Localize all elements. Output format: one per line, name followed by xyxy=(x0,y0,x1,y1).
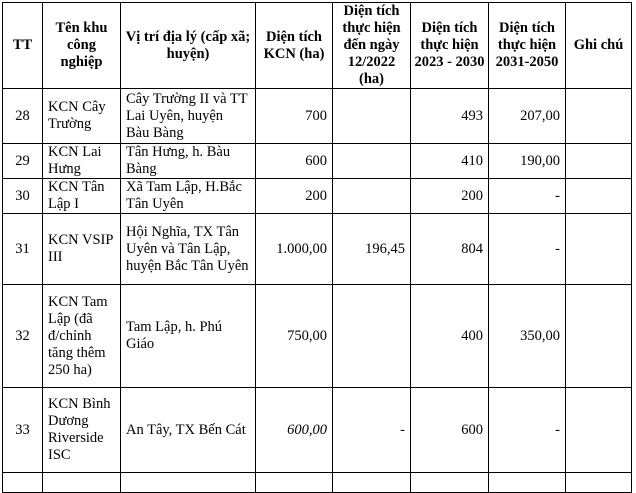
table-row-partial xyxy=(2,472,632,493)
header-location: Vị trí địa lý (cấp xã; huyện) xyxy=(120,2,256,89)
cell-plan-2023-2030: 200 xyxy=(410,178,489,214)
cell-note xyxy=(565,284,632,388)
cell-tt: 33 xyxy=(2,387,43,473)
cell-done-2022: - xyxy=(332,387,411,473)
header-area: Diện tích KCN (ha) xyxy=(255,2,333,89)
cell-location: Xã Tam Lập, H.Bắc Tân Uyên xyxy=(120,178,256,214)
cell-area: 600,00 xyxy=(255,387,333,473)
header-name: Tên khu công nghiệp xyxy=(42,2,121,89)
cell-name: KCN Cây Trường xyxy=(42,88,121,144)
cell-area: 600 xyxy=(255,143,333,179)
cell-area: 200 xyxy=(255,178,333,214)
cell-tt: 32 xyxy=(2,284,43,388)
cell-area: 1.000,00 xyxy=(255,213,333,285)
cell-done-2022: 196,45 xyxy=(332,213,411,285)
cell-name: KCN Lai Hưng xyxy=(42,143,121,179)
table-row: 33 KCN Bình Dương Riverside ISC An Tây, … xyxy=(2,387,632,473)
cell-plan-2023-2030: 400 xyxy=(410,284,489,388)
header-plan-2023-2030: Diện tích thực hiện 2023 - 2030 xyxy=(410,2,489,89)
header-plan-2031-2050: Diện tích thực hiện 2031-2050 xyxy=(488,2,566,89)
cell-done-2022 xyxy=(332,178,411,214)
cell-name: KCN Tam Lập (đã đ/chỉnh tăng thêm 250 ha… xyxy=(42,284,121,388)
header-note: Ghi chú xyxy=(565,2,632,89)
cell-area: 700 xyxy=(255,88,333,144)
cell-note xyxy=(565,143,632,179)
cell-tt: 31 xyxy=(2,213,43,285)
cell-note xyxy=(565,387,632,473)
table-row: 31 KCN VSIP III Hội Nghĩa, TX Tân Uyên v… xyxy=(2,213,632,285)
cell-area: 750,00 xyxy=(255,284,333,388)
cell-location: Tân Hưng, h. Bàu Bàng xyxy=(120,143,256,179)
cell-done-2022 xyxy=(332,143,411,179)
cell-tt: 29 xyxy=(2,143,43,179)
cell-name: KCN Bình Dương Riverside ISC xyxy=(42,387,121,473)
cell-plan-2023-2030: 600 xyxy=(410,387,489,473)
table-row: 29 KCN Lai Hưng Tân Hưng, h. Bàu Bàng 60… xyxy=(2,143,632,179)
cell-note xyxy=(565,88,632,144)
cell-name: KCN Tân Lập I xyxy=(42,178,121,214)
cell-name: KCN VSIP III xyxy=(42,213,121,285)
table-row: 28 KCN Cây Trường Cây Trường II và TT La… xyxy=(2,88,632,144)
cell-plan-2031-2050: - xyxy=(488,387,566,473)
cell-plan-2031-2050: 190,00 xyxy=(488,143,566,179)
cell-location: Cây Trường II và TT Lai Uyên, huyện Bàu … xyxy=(120,88,256,144)
cell-plan-2031-2050: - xyxy=(488,213,566,285)
cell-tt: 30 xyxy=(2,178,43,214)
table-row: 30 KCN Tân Lập I Xã Tam Lập, H.Bắc Tân U… xyxy=(2,178,632,214)
table-row: 32 KCN Tam Lập (đã đ/chỉnh tăng thêm 250… xyxy=(2,284,632,388)
cell-location: An Tây, TX Bến Cát xyxy=(120,387,256,473)
header-done-2022: Diện tích thực hiện đến ngày 12/2022 (ha… xyxy=(332,2,411,89)
cell-plan-2031-2050: 350,00 xyxy=(488,284,566,388)
cell-tt: 28 xyxy=(2,88,43,144)
cell-location: Tam Lập, h. Phú Giáo xyxy=(120,284,256,388)
cell-plan-2031-2050: - xyxy=(488,178,566,214)
cell-done-2022 xyxy=(332,88,411,144)
cell-note xyxy=(565,178,632,214)
cell-location: Hội Nghĩa, TX Tân Uyên và Tân Lập, huyện… xyxy=(120,213,256,285)
cell-plan-2023-2030: 410 xyxy=(410,143,489,179)
cell-plan-2031-2050: 207,00 xyxy=(488,88,566,144)
cell-plan-2023-2030: 804 xyxy=(410,213,489,285)
cell-done-2022 xyxy=(332,284,411,388)
header-row: TT Tên khu công nghiệp Vị trí địa lý (cấ… xyxy=(2,2,632,89)
cell-note xyxy=(565,213,632,285)
header-tt: TT xyxy=(2,2,43,89)
cell-plan-2023-2030: 493 xyxy=(410,88,489,144)
